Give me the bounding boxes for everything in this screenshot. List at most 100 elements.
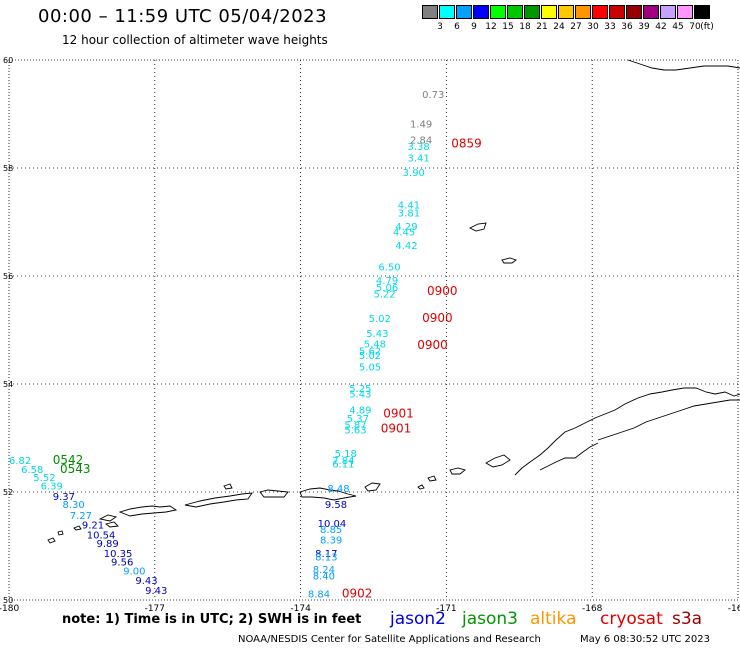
wave-height-label: 5.06 [376,283,398,294]
wave-height-label: 4.79 [376,276,398,287]
colorbar-swatch [592,5,608,19]
footer-credit: NOAA/NESDIS Center for Satellite Applica… [238,634,541,645]
colorbar-swatch [677,5,693,19]
wave-height-label: 5.22 [374,290,396,301]
atka-island [364,482,381,492]
wave-height-label: 7.84 [332,456,354,467]
wave-height-label: 10.54 [87,530,116,541]
wave-height-label: 9.21 [82,521,104,532]
colorbar-swatch [541,5,557,19]
wave-height-label: 8.24 [313,565,335,576]
wave-height-label: 5.43 [349,390,371,401]
note-text: note: 1) Time is in UTC; 2) SWH is in fe… [62,612,362,627]
wave-height-label: 9.00 [123,567,145,578]
colorbar-label: 21 [536,22,548,32]
legend-item: cryosat [600,609,663,629]
kiska-island [118,505,178,517]
peninsula-south-coast [597,399,740,441]
wave-height-label: 9.89 [96,539,118,550]
wave-height-label: 3.41 [408,154,430,165]
coastline [47,59,740,544]
wave-height-label: 9.43 [145,586,167,597]
colorbar-label: 70 [689,22,701,32]
pass-time-label: 0900 [427,284,458,298]
legend-item: s3a [672,609,703,629]
colorbar-swatch [422,5,438,19]
aleutian-west-islet-2 [57,530,64,536]
wave-height-label: 8.30 [62,500,84,511]
wave-height-label: 9.58 [325,500,347,511]
colorbar-swatch [490,5,506,19]
lat-tick-label: 52 [3,488,13,497]
colorbar-label: 27 [570,22,582,32]
aleutian-west-islet-3 [73,525,82,531]
pass-time-label: 0900 [422,311,453,325]
amchitka-island [184,492,253,508]
wave-height-label: 8.40 [313,571,335,582]
pass-time-label: 0542 [53,453,84,467]
wave-height-label: 5.52 [33,473,55,484]
wave-height-label: 3.38 [408,142,430,153]
pass-time-label: 0859 [451,136,482,150]
colorbar-swatch [609,5,625,19]
unalaska-island [485,454,511,468]
footer-timestamp: May 6 08:30:52 UTC 2023 [580,634,710,645]
adak-island [299,487,357,501]
colorbar-swatch [456,5,472,19]
grid [8,59,739,601]
alaska-peninsula-coast [514,387,740,476]
wave-height-label: 5.37 [347,414,369,425]
colorbar-swatch [473,5,489,19]
lon-tick-label: -168 [582,604,603,614]
islands-of-four-mountains [427,475,437,482]
colorbar-label: 18 [519,22,531,32]
wave-height-label: 4.89 [349,406,371,417]
wave-height-label: 9.37 [53,492,75,503]
lat-tick-label: 56 [3,272,13,281]
wave-height-label: 1.49 [410,120,432,131]
colorbar-label: 36 [621,22,633,32]
pass-time-label: 0901 [383,406,414,420]
wave-height-label: 8.84 [308,589,330,600]
lon-tick-label: -180 [0,604,19,614]
colorbar-label: 12 [485,22,497,32]
wave-height-label: 5.43 [366,329,388,340]
wave-height-label: 5.02 [359,351,381,362]
wave-height-label: 5.05 [359,363,381,374]
wave-height-label: 5.48 [364,339,386,350]
map-subtitle: 12 hour collection of altimeter wave hei… [62,33,328,47]
colorbar-swatch [694,5,710,19]
lon-tick-label: -165 [728,604,740,614]
lat-tick-label: 54 [3,380,13,389]
colorbar-label: 15 [502,22,514,32]
wave-height-label: 3.81 [398,209,420,220]
umnak-island [449,467,466,475]
wave-height-label: 4.41 [398,201,420,212]
map-title: 00:00 – 11:59 UTC 05/04/2023 [38,6,328,27]
wave-height-points: 0.73 1.49 2.843.383.41 3.90 4.413.81 4.294.45… [9,90,444,600]
unimak-island [539,442,599,471]
st-george-island [501,257,517,264]
buldir-island [98,514,118,522]
wave-height-label: 5.02 [369,314,391,325]
pass-time-label: 0543 [60,462,91,476]
colorbar-label: 3 [437,22,443,32]
wave-height-label: 2.84 [410,136,432,147]
wave-height-label: 10.35 [104,549,133,560]
wave-height-label: 9.43 [135,576,157,587]
colorbar-swatch [626,5,642,19]
wave-height-label: 5.18 [335,449,357,460]
island-small-1 [417,484,425,490]
pass-time-label: 0900 [417,338,448,352]
colorbar-label: 33 [604,22,616,32]
lon-tick-label: -174 [290,604,311,614]
rat-island [104,521,119,528]
wave-height-label: 4.29 [395,222,417,233]
wave-height-label: 5.62 [359,346,381,357]
lat-tick-label: 60 [3,56,13,65]
legend-item: jason2 [390,609,446,629]
wave-height-label: 6.39 [41,481,63,492]
lat-tick-label: 58 [3,164,13,173]
wave-height-label: 4.42 [395,241,417,252]
